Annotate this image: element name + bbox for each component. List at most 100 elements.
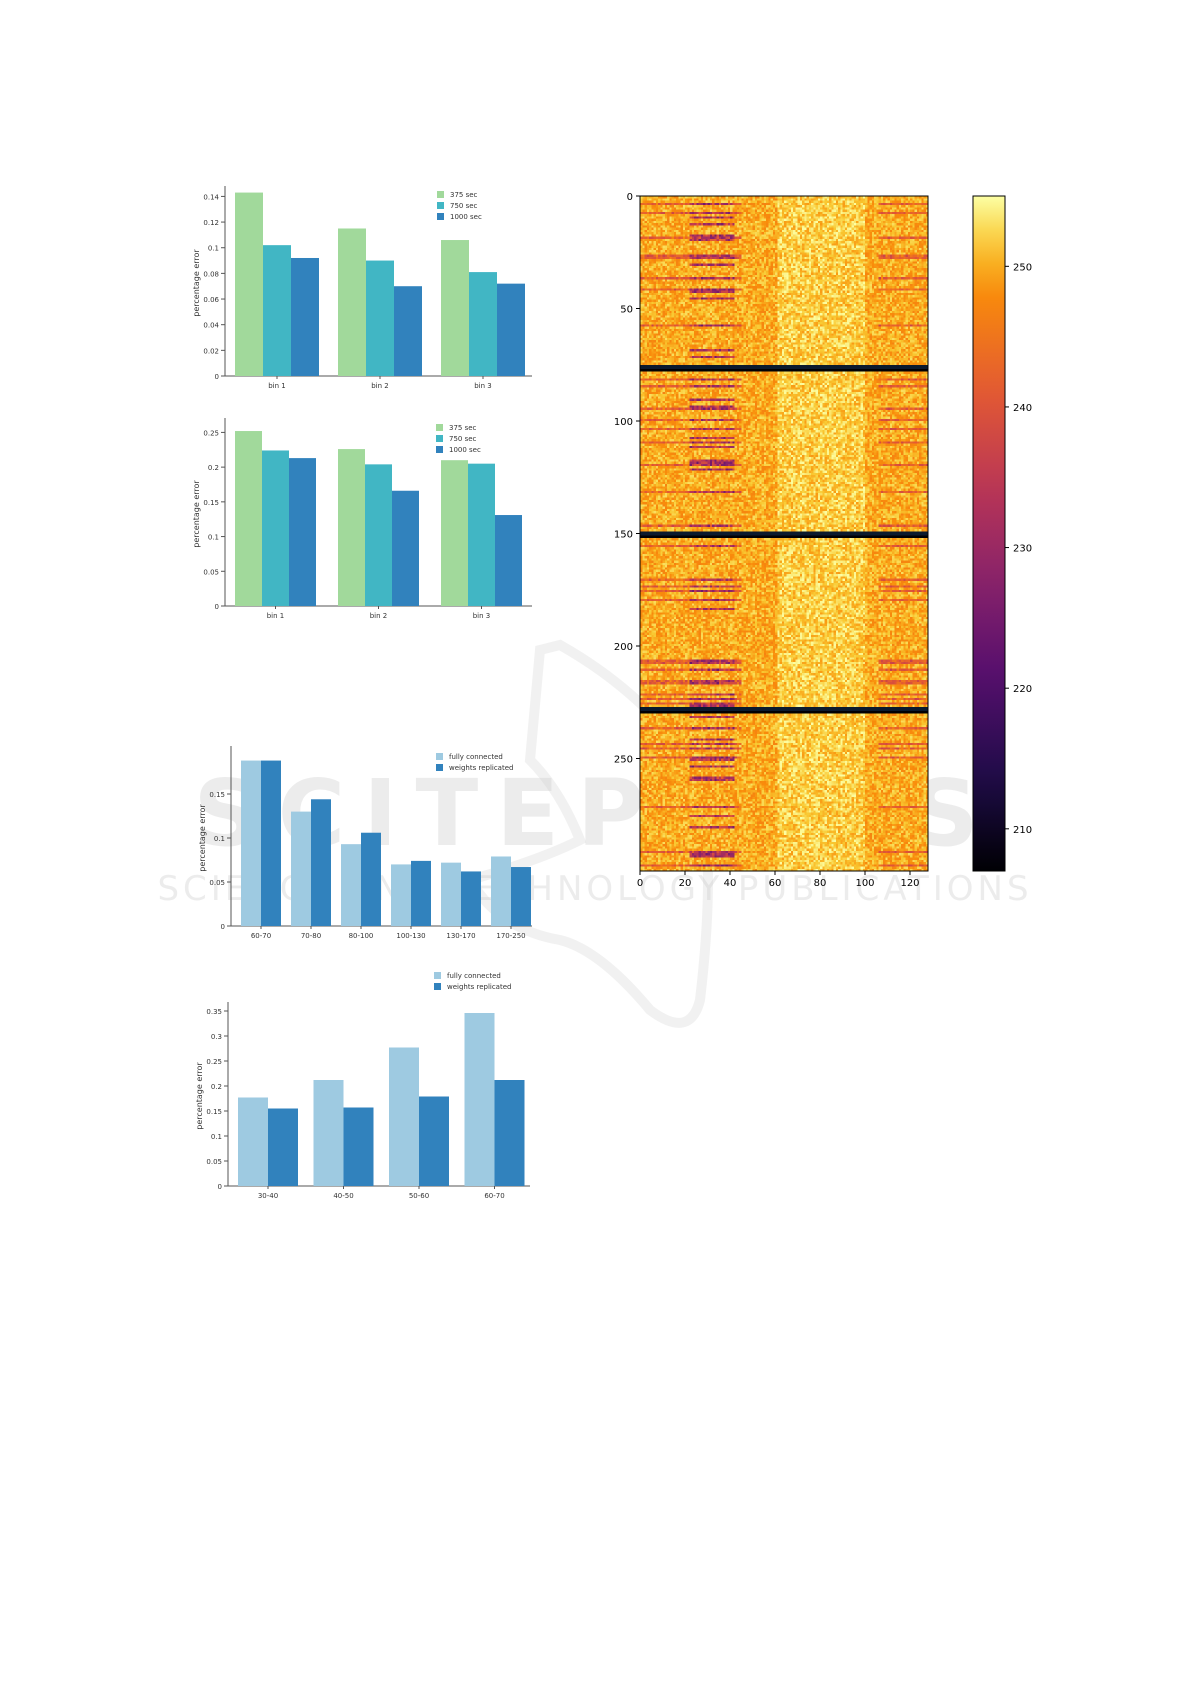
legend-swatch bbox=[436, 764, 443, 771]
separator-line bbox=[640, 531, 928, 536]
heatmap-x-tick-label: 20 bbox=[679, 878, 692, 889]
heatmap-y-tick-label: 150 bbox=[614, 530, 633, 541]
y-tick-label: 0.1 bbox=[214, 835, 225, 843]
y-tick-label: 0.04 bbox=[203, 322, 219, 330]
bar bbox=[263, 245, 291, 376]
heatmap-y-tick-label: 100 bbox=[614, 417, 633, 428]
y-tick-label: 0.25 bbox=[203, 429, 219, 437]
y-tick-label: 0.1 bbox=[208, 534, 219, 542]
legend-swatch bbox=[436, 753, 443, 760]
y-axis-label: percentage error bbox=[192, 249, 201, 317]
legend-swatch bbox=[436, 446, 443, 453]
legend-label: 375 sec bbox=[450, 191, 478, 199]
y-tick-label: 0 bbox=[218, 1183, 222, 1191]
legend-swatch bbox=[434, 983, 441, 990]
colorbar-tick-label: 220 bbox=[1013, 684, 1032, 695]
y-tick-label: 0.3 bbox=[211, 1033, 222, 1041]
x-tick-label: bin 2 bbox=[371, 382, 389, 390]
legend-label: weights replicated bbox=[447, 983, 511, 991]
legend-swatch bbox=[436, 424, 443, 431]
y-tick-label: 0.2 bbox=[211, 1083, 222, 1091]
y-tick-label: 0.25 bbox=[206, 1058, 222, 1066]
bar bbox=[495, 515, 522, 606]
heatmap-x-tick-label: 40 bbox=[724, 878, 737, 889]
y-tick-label: 0.14 bbox=[203, 193, 219, 201]
bar bbox=[365, 464, 392, 606]
x-tick-label: bin 1 bbox=[267, 612, 285, 620]
y-tick-label: 0.05 bbox=[209, 879, 225, 887]
bar bbox=[261, 760, 281, 926]
bar bbox=[441, 240, 469, 376]
y-tick-label: 0.06 bbox=[203, 296, 219, 304]
y-axis-label: percentage error bbox=[195, 1062, 204, 1130]
y-tick-label: 0.1 bbox=[211, 1133, 222, 1141]
legend-label: 1000 sec bbox=[450, 213, 482, 221]
colorbar-tick-label: 250 bbox=[1013, 262, 1032, 273]
colorbar bbox=[972, 195, 1006, 872]
colorbar-tick-label: 210 bbox=[1013, 825, 1032, 836]
x-tick-label: 170-250 bbox=[496, 932, 525, 940]
bar bbox=[441, 460, 468, 606]
legend-label: 1000 sec bbox=[449, 446, 481, 454]
bar bbox=[291, 811, 311, 926]
bar bbox=[497, 283, 525, 376]
heatmap-y-tick-label: 0 bbox=[627, 192, 633, 203]
bar bbox=[313, 1080, 344, 1186]
bar bbox=[311, 799, 331, 926]
x-tick-label: 40-50 bbox=[333, 1192, 353, 1200]
y-tick-label: 0.15 bbox=[203, 499, 219, 507]
bar bbox=[338, 449, 365, 606]
legend-swatch bbox=[437, 213, 444, 220]
y-tick-label: 0 bbox=[221, 923, 225, 931]
bar bbox=[366, 260, 394, 376]
bar bbox=[491, 856, 511, 926]
bar bbox=[235, 431, 262, 606]
heatmap-x-tick-label: 120 bbox=[900, 878, 919, 889]
bar bbox=[341, 844, 361, 926]
legend-label: 750 sec bbox=[450, 202, 478, 210]
bar bbox=[441, 862, 461, 926]
bar bbox=[391, 864, 411, 926]
colorbar-tick-label: 240 bbox=[1013, 403, 1032, 414]
x-tick-label: 60-70 bbox=[251, 932, 271, 940]
y-tick-label: 0.15 bbox=[206, 1108, 222, 1116]
bar bbox=[268, 1108, 298, 1186]
bar bbox=[392, 490, 419, 606]
bar bbox=[411, 860, 431, 926]
heatmap-x-tick-label: 0 bbox=[637, 878, 643, 889]
x-tick-label: 80-100 bbox=[349, 932, 374, 940]
separator-line bbox=[640, 365, 928, 369]
x-tick-label: bin 3 bbox=[473, 612, 491, 620]
legend-swatch bbox=[437, 202, 444, 209]
bar bbox=[468, 463, 495, 606]
x-tick-label: 50-60 bbox=[409, 1192, 429, 1200]
y-tick-label: 0.05 bbox=[206, 1158, 222, 1166]
bar bbox=[338, 228, 366, 376]
y-tick-label: 0.2 bbox=[208, 464, 219, 472]
y-tick-label: 0.12 bbox=[203, 219, 219, 227]
heatmap-x-tick-label: 100 bbox=[855, 878, 874, 889]
x-tick-label: bin 2 bbox=[370, 612, 388, 620]
heatmap-x-tick-label: 80 bbox=[814, 878, 827, 889]
bar bbox=[469, 272, 497, 376]
y-tick-label: 0.15 bbox=[209, 791, 225, 799]
legend-swatch bbox=[437, 191, 444, 198]
x-tick-label: 100-130 bbox=[396, 932, 425, 940]
y-axis-label: percentage error bbox=[192, 480, 201, 548]
legend-label: fully connected bbox=[447, 972, 501, 980]
x-tick-label: bin 3 bbox=[474, 382, 492, 390]
x-tick-label: 30-40 bbox=[258, 1192, 278, 1200]
heatmap-y-tick-label: 50 bbox=[620, 305, 633, 316]
bar bbox=[289, 458, 316, 606]
colorbar-tick-label: 230 bbox=[1013, 544, 1032, 555]
heatmap-y-tick-label: 250 bbox=[614, 755, 633, 766]
bar bbox=[262, 450, 289, 606]
y-tick-label: 0.05 bbox=[203, 568, 219, 576]
legend-label: weights replicated bbox=[449, 764, 513, 772]
bar bbox=[461, 871, 481, 926]
heatmap-y-tick-label: 200 bbox=[614, 642, 633, 653]
